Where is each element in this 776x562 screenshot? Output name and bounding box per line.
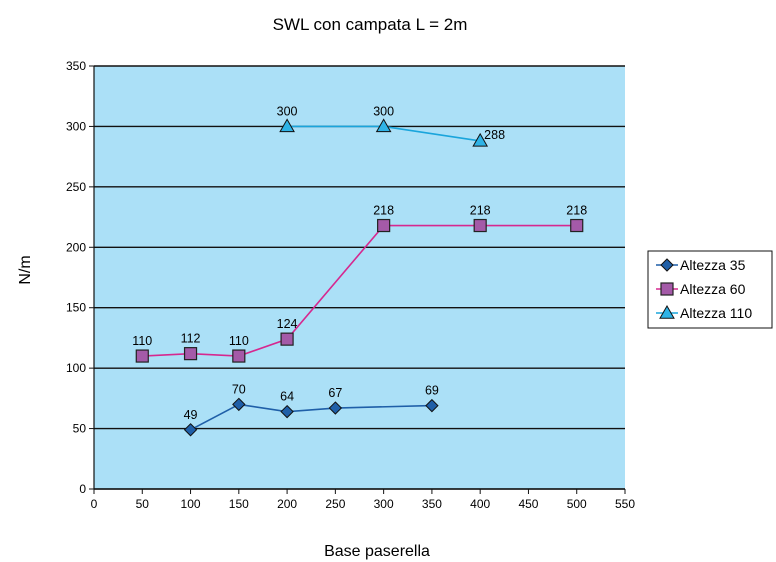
data-label-altezza-110-400: 288 [484, 128, 505, 142]
point-altezza-60-150 [232, 349, 246, 363]
legend-marker-altezza-60 [660, 282, 674, 296]
y-tick-label-0: 0 [79, 482, 86, 496]
data-label-altezza-60-300: 218 [373, 204, 394, 218]
data-label-altezza-35-150: 70 [232, 382, 246, 396]
x-tick-label-400: 400 [470, 497, 490, 511]
y-tick-label-250: 250 [66, 180, 86, 194]
data-labels: 49 70 64 67 69 110 112 110 124 218 218 218 300 300 288 [132, 104, 587, 421]
data-label-altezza-35-250: 67 [328, 386, 342, 400]
data-label-altezza-60-50: 110 [132, 334, 152, 348]
x-tick-label-0: 0 [91, 497, 98, 511]
point-altezza-60-500 [570, 218, 584, 233]
x-tick-label-300: 300 [374, 497, 394, 511]
x-tick-label-550: 550 [615, 497, 635, 511]
x-tick-label-350: 350 [422, 497, 442, 511]
x-axis-label: Base paserella [324, 543, 430, 560]
y-tick-label-350: 350 [66, 59, 86, 73]
point-altezza-110-300 [375, 118, 392, 133]
data-label-altezza-110-200: 300 [277, 104, 298, 118]
x-tick-label-100: 100 [181, 497, 201, 511]
axes: 0 50 100 150 200 250 300 350 0 50 100 150 200 250 300 3… [66, 59, 635, 511]
y-tick-label-100: 100 [66, 361, 86, 375]
series-layer [135, 118, 584, 437]
x-tick-label-500: 500 [567, 497, 587, 511]
data-label-altezza-35-100: 49 [184, 408, 198, 422]
plot-area [94, 66, 625, 489]
data-label-altezza-35-350: 69 [425, 384, 439, 398]
gridlines [94, 65, 625, 490]
x-tick-label-450: 450 [518, 497, 538, 511]
point-altezza-35-150 [232, 397, 246, 412]
chart-title: SWL con campata L = 2m [273, 15, 468, 34]
point-altezza-60-400 [473, 218, 487, 233]
point-altezza-35-200 [280, 404, 294, 419]
y-tick-label-300: 300 [66, 119, 86, 133]
x-tick-label-150: 150 [229, 497, 249, 511]
legend-marker-altezza-35 [660, 258, 674, 272]
data-label-altezza-35-200: 64 [280, 390, 294, 404]
y-tick-label-50: 50 [73, 422, 87, 436]
legend-label-altezza-60: Altezza 60 [680, 281, 746, 297]
data-label-altezza-60-500: 218 [566, 204, 587, 218]
legend-marker-altezza-110 [659, 304, 675, 319]
data-label-altezza-60-100: 112 [181, 332, 201, 346]
point-altezza-60-100 [183, 347, 198, 361]
data-label-altezza-60-150: 110 [229, 334, 249, 348]
x-tick-label-200: 200 [277, 497, 297, 511]
point-altezza-35-350 [425, 398, 439, 413]
point-altezza-110-200 [279, 118, 295, 133]
point-altezza-60-300 [377, 218, 391, 233]
legend: Altezza 35 Altezza 60 Altezza 110 [647, 250, 773, 329]
y-axis-label: N/m [17, 255, 34, 284]
point-altezza-35-250 [328, 401, 343, 415]
point-altezza-35-100 [183, 423, 198, 437]
y-tick-label-150: 150 [66, 301, 86, 315]
legend-label-altezza-35: Altezza 35 [680, 257, 746, 273]
x-tick-label-50: 50 [136, 497, 150, 511]
legend-label-altezza-110: Altezza 110 [680, 305, 752, 321]
point-altezza-60-200 [280, 332, 294, 346]
data-label-altezza-110-300: 300 [373, 104, 394, 118]
point-altezza-60-50 [135, 349, 149, 363]
x-tick-label-250: 250 [325, 497, 345, 511]
data-label-altezza-60-400: 218 [470, 204, 491, 218]
y-tick-label-200: 200 [66, 240, 86, 254]
data-label-altezza-60-200: 124 [277, 317, 298, 331]
point-altezza-110-400 [472, 132, 489, 147]
